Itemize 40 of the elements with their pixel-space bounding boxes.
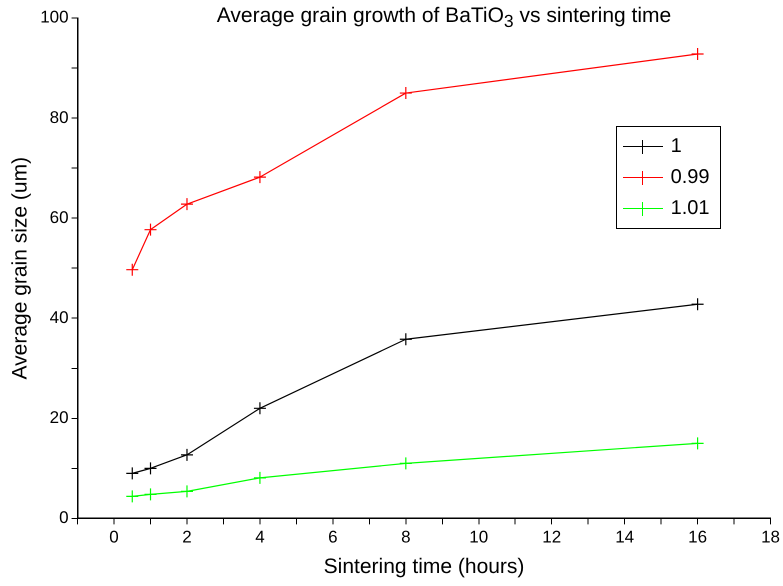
point — [399, 456, 412, 470]
point — [180, 198, 194, 211]
x-axis-title: Sintering time (hours) — [324, 555, 524, 578]
point — [691, 436, 704, 450]
chart-title: Average grain growth of BaTiO$_{3}$ vs sintering time — [216, 4, 672, 32]
y-tick-label: 40 — [50, 308, 69, 327]
y-tick-label: 60 — [50, 208, 69, 227]
point — [691, 298, 704, 311]
x-tick-label: 18 — [761, 527, 780, 546]
legend-label: 1 — [670, 134, 682, 159]
y-tick-label: 80 — [50, 108, 69, 127]
point — [126, 490, 139, 503]
point — [126, 263, 139, 276]
legend-label: 1.01 — [670, 196, 710, 221]
point — [253, 170, 267, 184]
x-tick-label: 8 — [401, 527, 411, 546]
x-tick-label: 0 — [109, 527, 119, 546]
x-tick-label: 16 — [688, 527, 708, 546]
point — [144, 223, 158, 236]
x-tick-label: 2 — [182, 527, 192, 546]
x-tick-label: 4 — [255, 527, 265, 546]
y-tick-label: 20 — [50, 408, 69, 428]
y-axis-title: Average grain size (um) — [8, 156, 32, 380]
point — [399, 332, 412, 346]
point — [691, 47, 704, 61]
point — [180, 448, 194, 462]
point — [144, 462, 158, 475]
x-tick-label: 14 — [615, 527, 634, 546]
point — [180, 484, 194, 498]
point — [399, 86, 412, 100]
point — [253, 402, 267, 415]
legend-label: 0.99 — [670, 165, 710, 190]
point — [253, 471, 267, 484]
x-tick-label: 10 — [469, 527, 488, 546]
point — [126, 466, 139, 480]
y-tick-label: 100 — [40, 8, 69, 27]
x-tick-label: 12 — [542, 527, 562, 546]
y-tick-label: 0 — [59, 508, 69, 528]
x-tick-label: 6 — [328, 527, 338, 546]
point — [144, 488, 158, 501]
